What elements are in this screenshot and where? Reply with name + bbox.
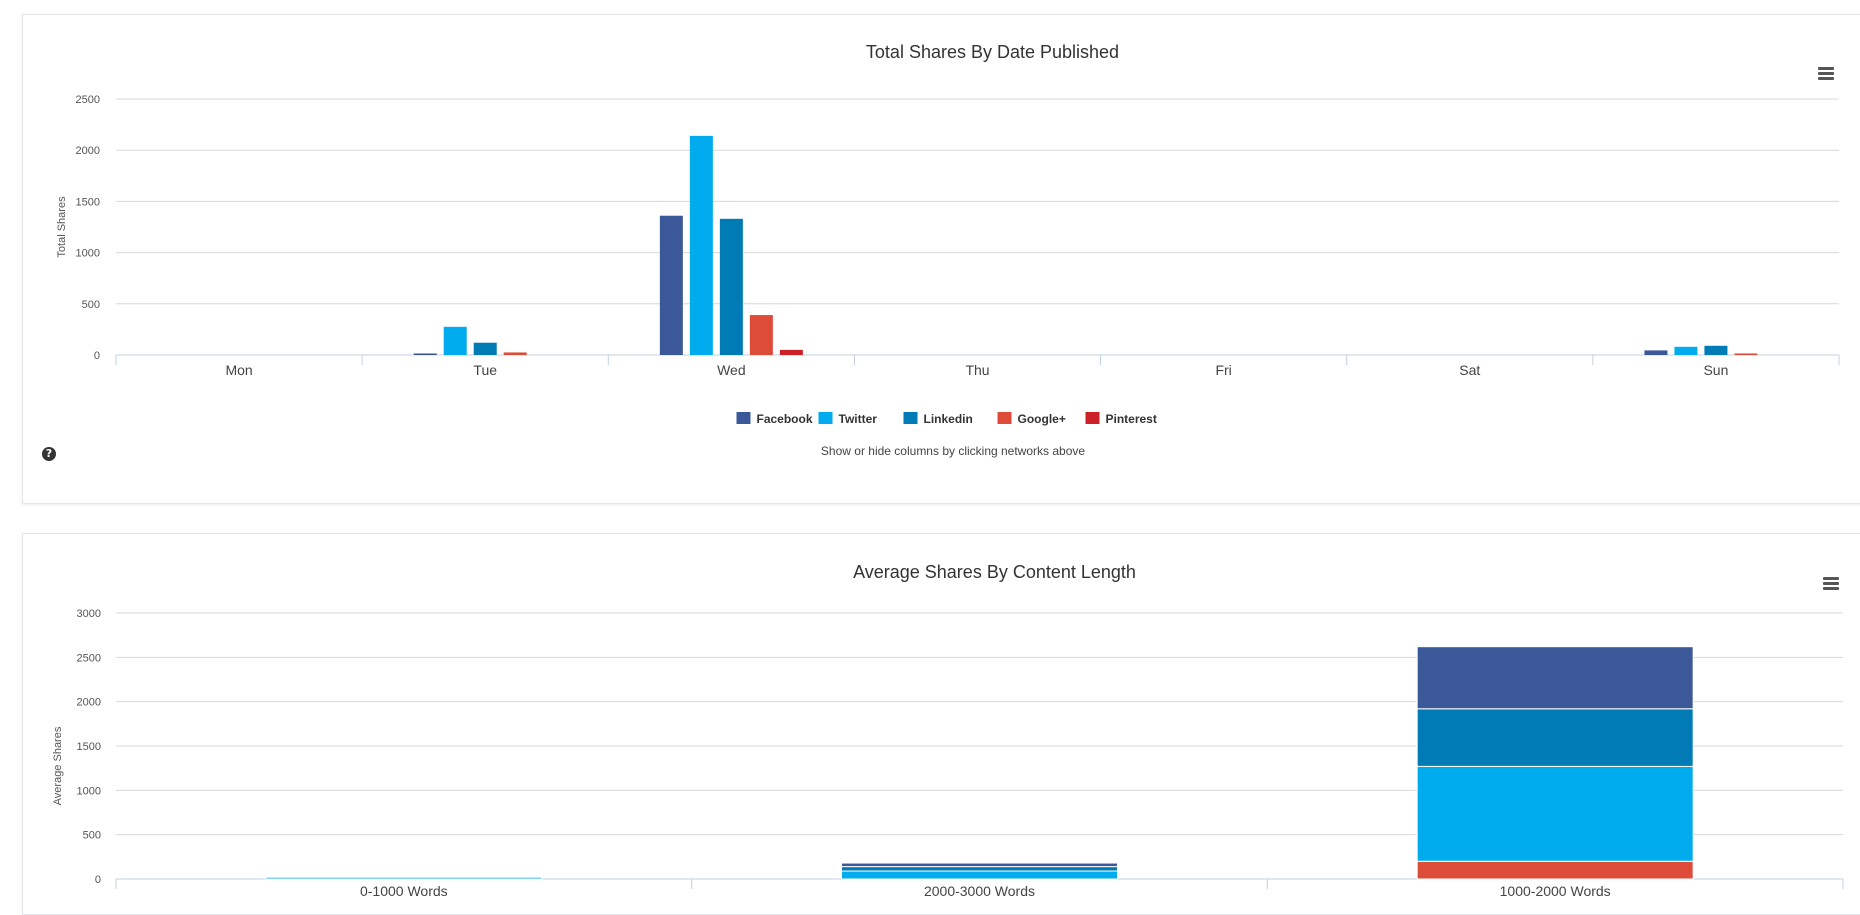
legend-label: Pinterest xyxy=(1106,412,1157,426)
x-tick-label: Sun xyxy=(1703,362,1728,378)
y-tick-label: 1000 xyxy=(76,248,100,260)
legend-label: Facebook xyxy=(757,412,813,426)
bar-google-tue[interactable] xyxy=(503,352,527,355)
chart-title: Average Shares By Content Length xyxy=(853,562,1136,582)
legend-swatch xyxy=(818,412,833,424)
stack-segment-linkedin-20003000words[interactable] xyxy=(841,866,1118,872)
y-tick-label: 2500 xyxy=(77,652,101,664)
bar-linkedin-sun[interactable] xyxy=(1704,345,1728,355)
bar-twitter-tue[interactable] xyxy=(443,326,467,355)
legend-label: Linkedin xyxy=(924,412,973,426)
legend-swatch xyxy=(997,412,1012,424)
x-tick-label: Wed xyxy=(717,362,746,378)
y-tick-label: 1500 xyxy=(77,741,101,753)
legend-swatch xyxy=(1085,412,1100,424)
y-tick-label: 2000 xyxy=(77,697,101,709)
y-axis-label: Total Shares xyxy=(56,196,68,258)
bar-linkedin-wed[interactable] xyxy=(719,218,743,355)
bar-facebook-sun[interactable] xyxy=(1644,350,1668,355)
x-tick-label: Fri xyxy=(1215,362,1231,378)
bar-google-wed[interactable] xyxy=(749,315,773,355)
y-tick-label: 2000 xyxy=(76,145,100,157)
legend-item-google[interactable]: Google+ xyxy=(997,412,1066,426)
y-tick-label: 0 xyxy=(95,874,101,886)
legend-item-pinterest[interactable]: Pinterest xyxy=(1085,412,1157,426)
bar-twitter-sun[interactable] xyxy=(1674,346,1698,355)
x-tick-label: 0-1000 Words xyxy=(360,883,448,899)
x-tick-label: Thu xyxy=(965,362,989,378)
x-tick-label: Tue xyxy=(473,362,497,378)
legend-label: Twitter xyxy=(839,412,878,426)
legend-item-facebook[interactable]: Facebook xyxy=(736,412,813,426)
y-axis-label: Average Shares xyxy=(52,726,64,805)
stack-segment-twitter-01000words[interactable] xyxy=(265,876,543,880)
legend-swatch xyxy=(903,412,918,424)
y-tick-label: 2500 xyxy=(76,94,100,106)
legend-swatch xyxy=(736,412,751,424)
chart-average-shares: Average Shares By Content Length 0 500 1000… xyxy=(52,562,1844,899)
legend-item-twitter[interactable]: Twitter xyxy=(818,412,878,426)
bar-linkedin-tue[interactable] xyxy=(473,342,497,355)
hamburger-menu-icon[interactable] xyxy=(1823,577,1839,591)
y-tick-label: 1500 xyxy=(76,196,100,208)
stack-segment-twitter-10002000words[interactable] xyxy=(1416,765,1694,862)
y-tick-label: 500 xyxy=(82,299,100,311)
x-tick-label: Mon xyxy=(225,362,252,378)
stack-segment-twitter-20003000words[interactable] xyxy=(841,870,1118,880)
chart-panel-average-shares: Average Shares By Content Length 0 500 1000… xyxy=(22,533,1860,915)
stack-segment-facebook-10002000words[interactable] xyxy=(1416,646,1694,710)
chart-panel-total-shares: Total Shares By Date Published 0 500 1000 15… xyxy=(22,14,1860,504)
stack-segment-google-10002000words[interactable] xyxy=(1416,860,1694,880)
stack-segment-linkedin-10002000words[interactable] xyxy=(1416,708,1694,767)
chart-footnote: Show or hide columns by clicking network… xyxy=(821,444,1085,458)
stack-segment-facebook-20003000words[interactable] xyxy=(841,862,1118,868)
question-circle-icon[interactable]: ? xyxy=(42,447,56,461)
bar-google-sun[interactable] xyxy=(1734,353,1758,355)
bar-pinterest-wed[interactable] xyxy=(779,349,803,355)
x-tick-label: 1000-2000 Words xyxy=(1500,883,1611,899)
hamburger-menu-icon[interactable] xyxy=(1818,67,1834,81)
bar-facebook-wed[interactable] xyxy=(659,215,683,355)
x-tick-label: 2000-3000 Words xyxy=(924,883,1035,899)
x-tick-label: Sat xyxy=(1459,362,1480,378)
chart-total-shares: Total Shares By Date Published 0 500 1000 15… xyxy=(56,42,1840,458)
chart-title: Total Shares By Date Published xyxy=(866,42,1119,62)
legend-label: Google+ xyxy=(1018,412,1066,426)
y-tick-label: 0 xyxy=(94,350,100,362)
y-tick-label: 1000 xyxy=(77,785,101,797)
bar-twitter-wed[interactable] xyxy=(689,135,713,355)
y-tick-label: 500 xyxy=(83,830,101,842)
legend-item-linkedin[interactable]: Linkedin xyxy=(903,412,973,426)
bar-facebook-tue[interactable] xyxy=(413,353,437,355)
y-tick-label: 3000 xyxy=(77,608,101,620)
